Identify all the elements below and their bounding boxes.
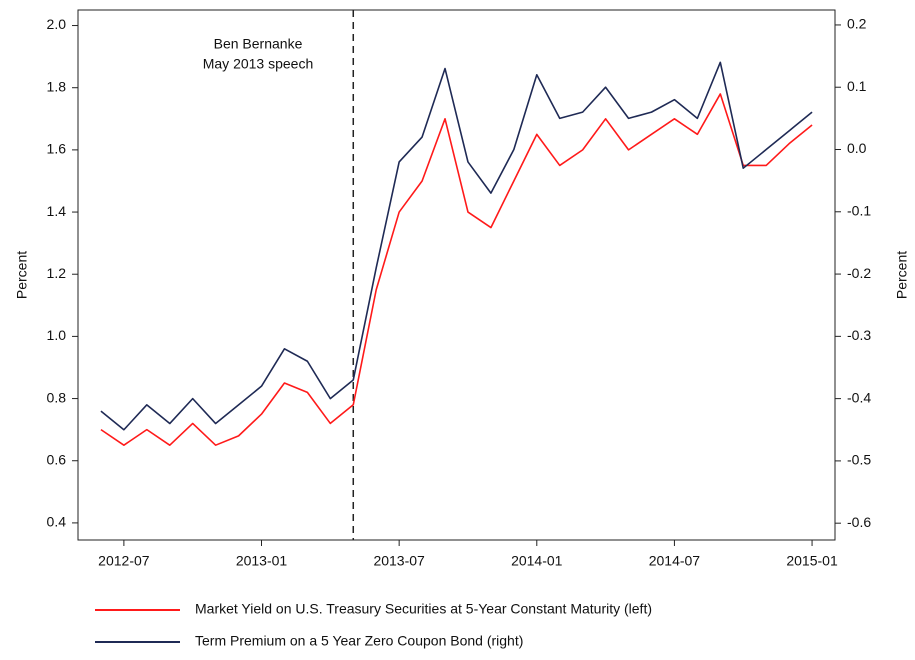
y2-tick-label: 0.1 <box>847 78 867 94</box>
y2-tick-label: -0.2 <box>847 265 871 281</box>
y2-tick-label: -0.4 <box>847 389 871 405</box>
x-tick-label: 2014-07 <box>649 553 701 569</box>
y-tick-label: 0.6 <box>47 451 67 467</box>
y-axis-label: Percent <box>14 251 30 299</box>
legend-label: Market Yield on U.S. Treasury Securities… <box>195 601 652 617</box>
y2-tick-label: -0.1 <box>847 202 871 218</box>
y2-tick-label: -0.3 <box>847 327 871 343</box>
legend-label: Term Premium on a 5 Year Zero Coupon Bon… <box>195 633 523 649</box>
x-tick-label: 2013-07 <box>373 553 425 569</box>
y2-axis-label: Percent <box>894 251 910 299</box>
y2-tick-label: -0.5 <box>847 452 871 468</box>
series-line <box>100 93 813 446</box>
y-tick-label: 1.2 <box>47 265 67 281</box>
x-tick-label: 2014-01 <box>511 553 563 569</box>
y-tick-label: 1.4 <box>47 203 67 219</box>
plot-frame <box>77 9 836 541</box>
x-tick-label: 2015-01 <box>786 553 838 569</box>
series-line <box>100 61 813 431</box>
annotation: May 2013 speech <box>203 56 314 72</box>
y2-tick-label: 0.0 <box>847 140 867 156</box>
y2-tick-label: 0.2 <box>847 16 867 32</box>
y-tick-label: 0.8 <box>47 389 67 405</box>
y-tick-label: 2.0 <box>47 16 67 32</box>
y-tick-label: 0.4 <box>47 514 67 530</box>
y-tick-label: 1.0 <box>47 327 67 343</box>
y2-tick-label: -0.6 <box>847 514 871 530</box>
x-tick-label: 2013-01 <box>236 553 288 569</box>
annotation: Ben Bernanke <box>214 36 303 52</box>
y-tick-label: 1.8 <box>47 78 67 94</box>
x-tick-label: 2012-07 <box>98 553 150 569</box>
y-tick-label: 1.6 <box>47 141 67 157</box>
